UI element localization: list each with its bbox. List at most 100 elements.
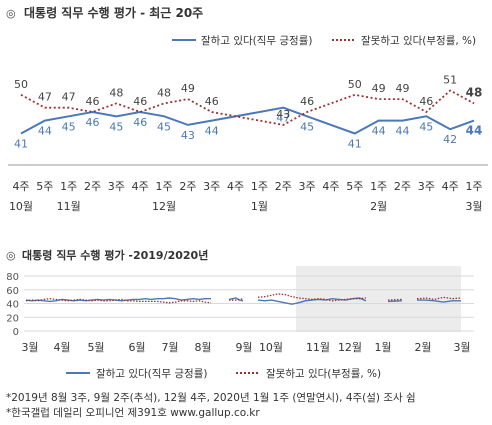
top-x-tick-label: 5주	[36, 180, 53, 193]
title-marker-top: ◎	[6, 7, 16, 20]
top-x-tick-label: 1주	[370, 180, 387, 193]
bottom-x-month-label: 5월	[87, 341, 104, 354]
top-x-month-label: 3월	[465, 200, 482, 213]
top-data-label-disapprove: 46	[419, 95, 433, 108]
top-data-label-disapprove: 46	[300, 95, 314, 108]
chart-title-top: 대통령 직무 수행 평가 - 최근 20주	[24, 5, 203, 20]
top-x-tick-label: 1주	[155, 180, 172, 193]
bottom-series-line-disapprove	[416, 296, 462, 301]
legend-disapprove-label: 잘못하고 있다(부정률, %)	[361, 34, 476, 47]
top-data-label-approve: 44	[466, 124, 483, 138]
footnotes: *2019년 8월 3주, 9월 2주(추석), 12월 4주, 2020년 1…	[6, 391, 416, 421]
bottom-series-line-approve	[228, 297, 244, 302]
bottom-x-month-label: 3월	[453, 341, 470, 354]
bottom-x-month-label: 3월	[21, 341, 38, 354]
top-x-tick-label: 4주	[132, 180, 149, 193]
top-data-label-approve: 45	[157, 120, 171, 133]
bottom-y-axis-labels: 0 20 40 60 80	[6, 272, 19, 338]
bottom-series-line-disapprove	[25, 298, 212, 304]
bottom-series-line-disapprove	[229, 298, 244, 301]
top-series-lines	[20, 89, 475, 135]
top-data-label-disapprove: 48	[466, 85, 483, 99]
top-x-tick-label: 3주	[203, 180, 220, 193]
top-series-line-disapprove	[20, 89, 475, 126]
top-data-label-disapprove: 51	[443, 74, 457, 87]
top-data-label-approve: 47	[276, 112, 290, 125]
footnote-2: *한국갤럽 데일리 오피니언 제391호 www.gallup.co.kr	[6, 407, 260, 419]
top-data-label-approve: 46	[86, 116, 100, 129]
chart-title-bottom: 대통령 직무 수행 평가 -2019/2020년	[22, 248, 208, 262]
bottom-x-month-label: 1월	[374, 341, 391, 354]
top-data-label-disapprove: 50	[14, 78, 28, 91]
top-data-label-approve: 45	[62, 120, 76, 133]
top-data-label-approve: 45	[419, 120, 433, 133]
bottom-x-month-label: 7월	[161, 341, 178, 354]
bottom-series-line-approve	[25, 297, 211, 303]
top-series-line-approve	[20, 106, 475, 135]
top-data-label-approve: 45	[300, 120, 314, 133]
top-x-tick-label: 3주	[418, 180, 435, 193]
top-data-label-disapprove: 49	[181, 82, 195, 95]
bottom-y-tick-label: 40	[6, 300, 19, 311]
bottom-x-month-label: 2월	[414, 341, 431, 354]
title-marker-bottom: ◎	[6, 249, 16, 262]
bottom-series-line-disapprove	[387, 298, 403, 301]
legend-approve-label: 잘하고 있다(직무 긍정률)	[201, 34, 312, 47]
top-data-label-approve: 44	[372, 125, 386, 138]
top-x-tick-label: 4주	[12, 180, 29, 193]
bottom-x-month-label: 4월	[53, 341, 70, 354]
top-data-label-disapprove: 48	[109, 86, 123, 99]
top-data-label-approve: 44	[205, 125, 219, 138]
top-x-month-label: 2월	[370, 200, 387, 213]
top-x-axis-labels: 4주 5주 1주 2주 3주 4주 1주 2주 3주 4주 1주 2주 3주 4주 5주 1주 2주 3주 4주 1주…	[9, 180, 483, 213]
top-x-tick-label: 2주	[275, 180, 292, 193]
top-data-label-disapprove: 48	[157, 86, 171, 99]
legend2-approve-label: 잘하고 있다(직무 긍정률)	[96, 367, 207, 380]
top-x-tick-label: 2주	[84, 180, 101, 193]
top-x-month-label: 1월	[251, 200, 268, 213]
legend2-disapprove-label: 잘못하고 있다(부정률, %)	[266, 367, 381, 380]
top-x-tick-label: 1주	[60, 180, 77, 193]
top-data-label-approve: 42	[443, 133, 457, 146]
top-x-tick-label: 2주	[179, 180, 196, 193]
bottom-x-month-label: 9월	[235, 341, 252, 354]
bottom-series-line-approve	[387, 300, 403, 303]
top-x-month-label: 12월	[152, 200, 176, 213]
top-data-label-disapprove: 47	[62, 91, 76, 104]
top-data-label-disapprove: 46	[86, 95, 100, 108]
bottom-y-tick-label: 0	[13, 327, 19, 338]
top-x-tick-label: 3주	[299, 180, 316, 193]
bottom-x-month-label: 6월	[128, 341, 145, 354]
top-x-tick-label: 5주	[346, 180, 363, 193]
top-x-tick-label: 4주	[227, 180, 244, 193]
top-x-tick-label: 1주	[465, 180, 482, 193]
bottom-x-month-label: 8월	[194, 341, 211, 354]
top-data-label-disapprove: 43	[276, 108, 290, 121]
top-data-label-disapprove: 47	[38, 91, 52, 104]
top-data-label-disapprove: 50	[348, 78, 362, 91]
top-data-label-approve: 46	[133, 116, 147, 129]
bottom-x-month-label: 12월	[338, 341, 362, 354]
top-x-tick-label: 4주	[322, 180, 339, 193]
footnote-1: *2019년 8월 3주, 9월 2주(추석), 12월 4주, 2020년 1…	[6, 392, 416, 404]
top-x-tick-label: 1주	[251, 180, 268, 193]
top-data-label-disapprove: 49	[372, 82, 386, 95]
top-data-label-approve: 44	[395, 125, 409, 138]
top-data-label-approve: 43	[181, 129, 195, 142]
top-x-month-label: 10월	[9, 200, 33, 213]
bottom-x-month-label: 10월	[259, 341, 283, 354]
top-data-label-disapprove: 46	[133, 95, 147, 108]
top-data-label-approve: 44	[38, 125, 52, 138]
top-data-label-disapprove: 46	[205, 95, 219, 108]
bottom-y-tick-label: 20	[6, 313, 19, 324]
bottom-series-line-disapprove	[257, 293, 367, 302]
top-x-tick-label: 2주	[394, 180, 411, 193]
top-x-tick-label: 4주	[442, 180, 459, 193]
top-data-label-approve: 41	[14, 138, 28, 151]
bottom-series-lines	[25, 293, 462, 305]
top-data-label-approve: 41	[348, 138, 362, 151]
bottom-x-axis-labels: 3월 4월 5월 6월 7월 8월 9월 10월 11월 12월 1월 2월 3월	[21, 341, 470, 354]
bottom-y-tick-label: 60	[6, 286, 19, 297]
